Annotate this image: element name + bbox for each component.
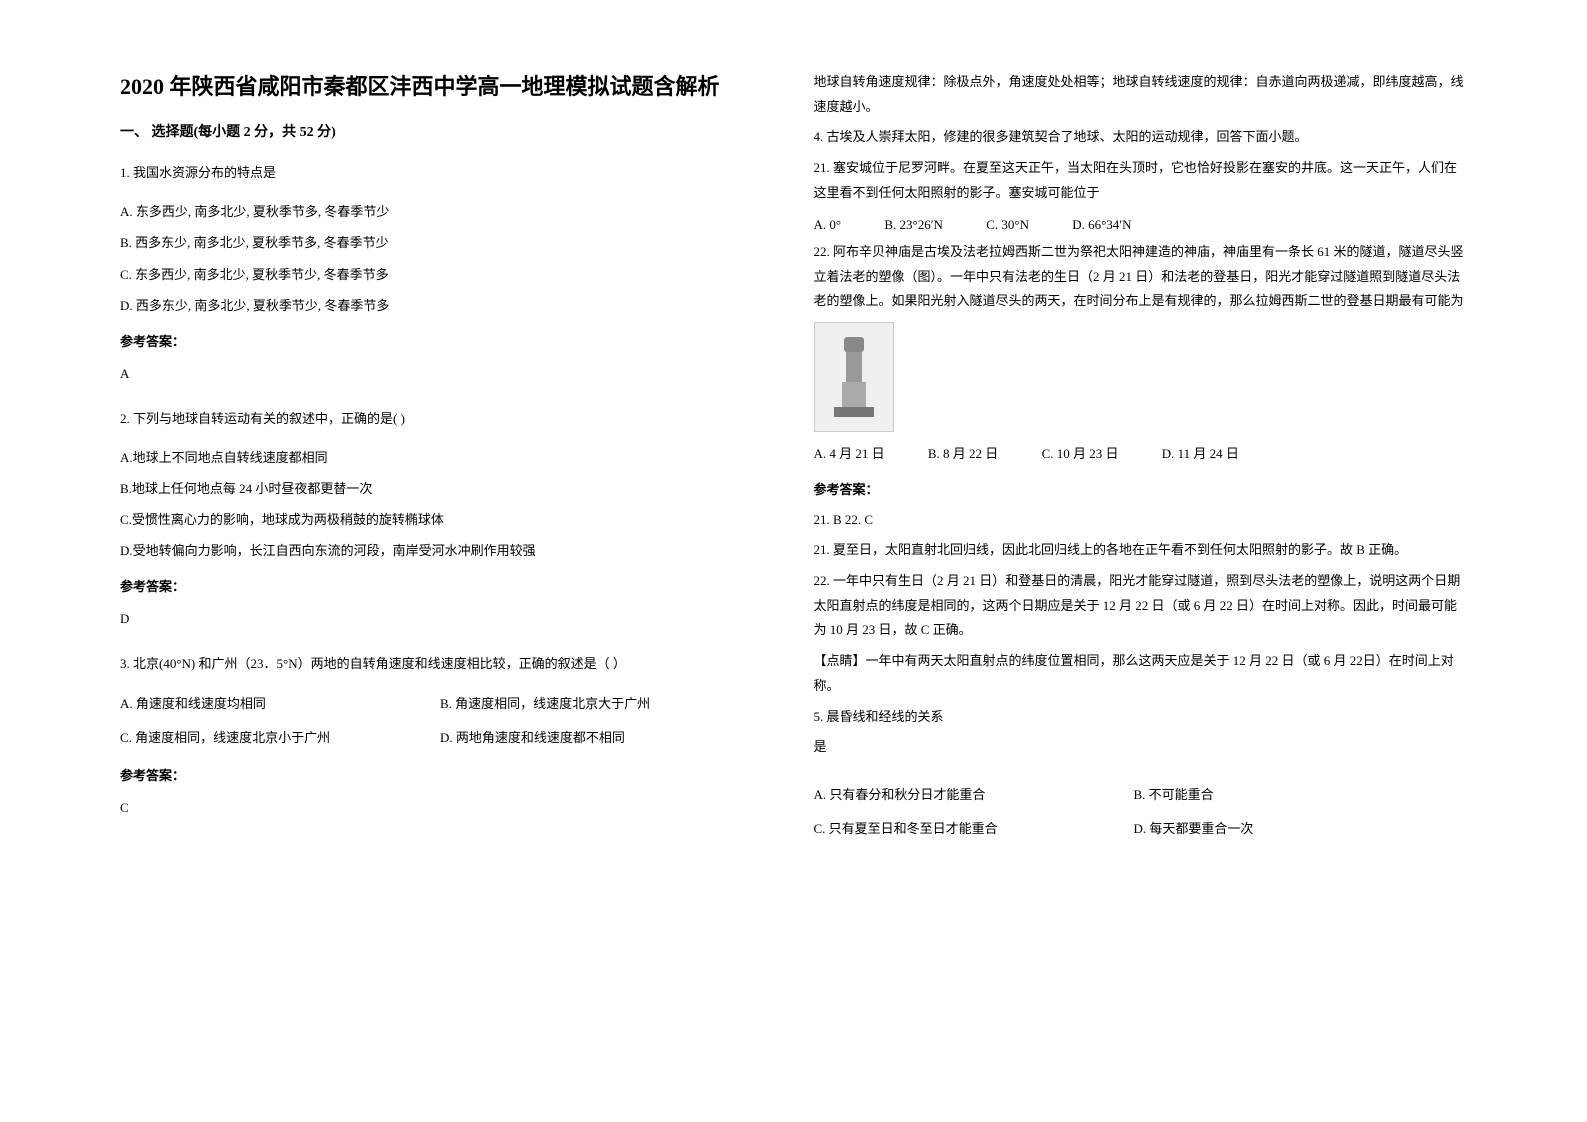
left-column: 2020 年陕西省咸阳市秦都区沣西中学高一地理模拟试题含解析 一、 选择题(每小… <box>100 70 794 1052</box>
rotation-rule-text: 地球自转角速度规律：除极点外，角速度处处相等；地球自转线速度的规律：自赤道向两极… <box>814 70 1468 119</box>
q3-row1: A. 角速度和线速度均相同 B. 角速度相同，线速度北京大于广州 <box>120 687 774 721</box>
q21-option-d: D. 66°34′N <box>1072 217 1131 232</box>
q4-answers: 21. B 22. C <box>814 508 1468 533</box>
q22-option-a: A. 4 月 21 日 <box>814 446 885 461</box>
q22-explanation: 22. 一年中只有生日（2 月 21 日）和登基日的清晨，阳光才能穿过隧道，照到… <box>814 569 1468 643</box>
q1-answer-label: 参考答案： <box>120 331 774 350</box>
q4-intro: 4. 古埃及人崇拜太阳，修建的很多建筑契合了地球、太阳的运动规律，回答下面小题。 <box>814 125 1468 150</box>
q3-option-b: B. 角速度相同，线速度北京大于广州 <box>440 687 774 721</box>
q22-option-b: B. 8 月 22 日 <box>928 446 998 461</box>
q3-option-a: A. 角速度和线速度均相同 <box>120 687 440 721</box>
q21-explanation: 21. 夏至日，太阳直射北回归线，因此北回归线上的各地在正午看不到任何太阳照射的… <box>814 538 1468 563</box>
q5-row1: A. 只有春分和秋分日才能重合 B. 不可能重合 <box>814 778 1468 812</box>
q5-option-a: A. 只有春分和秋分日才能重合 <box>814 778 1134 812</box>
q2-stem: 2. 下列与地球自转运动有关的叙述中，正确的是( ) <box>120 403 774 434</box>
q5-row2: C. 只有夏至日和冬至日才能重合 D. 每天都要重合一次 <box>814 812 1468 846</box>
document-title: 2020 年陕西省咸阳市秦都区沣西中学高一地理模拟试题含解析 <box>120 70 774 103</box>
q3-row2: C. 角速度相同，线速度北京小于广州 D. 两地角速度和线速度都不相同 <box>120 721 774 755</box>
q5-option-b: B. 不可能重合 <box>1134 778 1468 812</box>
q3-option-c: C. 角速度相同，线速度北京小于广州 <box>120 721 440 755</box>
q4-answer-label: 参考答案： <box>814 479 1468 498</box>
pharaoh-statue-image <box>814 322 894 432</box>
q2-option-b: B.地球上任何地点每 24 小时昼夜都更替一次 <box>120 473 774 504</box>
q2-option-c: C.受惯性离心力的影响，地球成为两极稍鼓的旋转椭球体 <box>120 504 774 535</box>
section-heading: 一、 选择题(每小题 2 分，共 52 分) <box>120 121 774 141</box>
q2-option-d: D.受地转偏向力影响，长江自西向东流的河段，南岸受河水冲刷作用较强 <box>120 535 774 566</box>
q22-stem: 22. 阿布辛贝神庙是古埃及法老拉姆西斯二世为祭祀太阳神建造的神庙，神庙里有一条… <box>814 240 1468 314</box>
q22-options: A. 4 月 21 日 B. 8 月 22 日 C. 10 月 23 日 D. … <box>814 440 1468 469</box>
q1-option-c: C. 东多西少, 南多北少, 夏秋季节少, 冬春季节多 <box>120 259 774 290</box>
q1-option-b: B. 西多东少, 南多北少, 夏秋季节多, 冬春季节少 <box>120 227 774 258</box>
statue-icon <box>824 332 884 422</box>
q21-option-b: B. 23°26′N <box>884 217 943 232</box>
q3-answer-label: 参考答案： <box>120 765 774 784</box>
q1-option-a: A. 东多西少, 南多北少, 夏秋季节多, 冬春季节少 <box>120 196 774 227</box>
q21-option-c: C. 30°N <box>986 217 1029 232</box>
q5-option-d: D. 每天都要重合一次 <box>1134 812 1468 846</box>
right-column: 地球自转角速度规律：除极点外，角速度处处相等；地球自转线速度的规律：自赤道向两极… <box>794 70 1488 1052</box>
q3-stem: 3. 北京(40°N) 和广州（23．5°N）两地的自转角速度和线速度相比较，正… <box>120 648 774 679</box>
q2-answer: D <box>120 605 774 634</box>
q21-stem: 21. 塞安城位于尼罗河畔。在夏至这天正午，当太阳在头顶时，它也恰好投影在塞安的… <box>814 156 1468 205</box>
q3-option-d: D. 两地角速度和线速度都不相同 <box>440 721 774 755</box>
q2-option-a: A.地球上不同地点自转线速度都相同 <box>120 442 774 473</box>
q21-option-a: A. 0° <box>814 217 842 232</box>
q1-stem: 1. 我国水资源分布的特点是 <box>120 157 774 188</box>
q1-answer: A <box>120 360 774 389</box>
q4-tip: 【点睛】一年中有两天太阳直射点的纬度位置相同，那么这两天应是关于 12 月 22… <box>814 649 1468 698</box>
q5-stem: 5. 晨昏线和经线的关系 <box>814 705 1468 730</box>
q3-answer: C <box>120 794 774 823</box>
q5-stem-b: 是 <box>814 735 1468 760</box>
q22-option-c: C. 10 月 23 日 <box>1042 446 1119 461</box>
q2-answer-label: 参考答案： <box>120 576 774 595</box>
q21-options: A. 0° B. 23°26′N C. 30°N D. 66°34′N <box>814 211 1468 240</box>
q1-option-d: D. 西多东少, 南多北少, 夏秋季节少, 冬春季节多 <box>120 290 774 321</box>
q5-option-c: C. 只有夏至日和冬至日才能重合 <box>814 812 1134 846</box>
q22-option-d: D. 11 月 24 日 <box>1162 446 1239 461</box>
